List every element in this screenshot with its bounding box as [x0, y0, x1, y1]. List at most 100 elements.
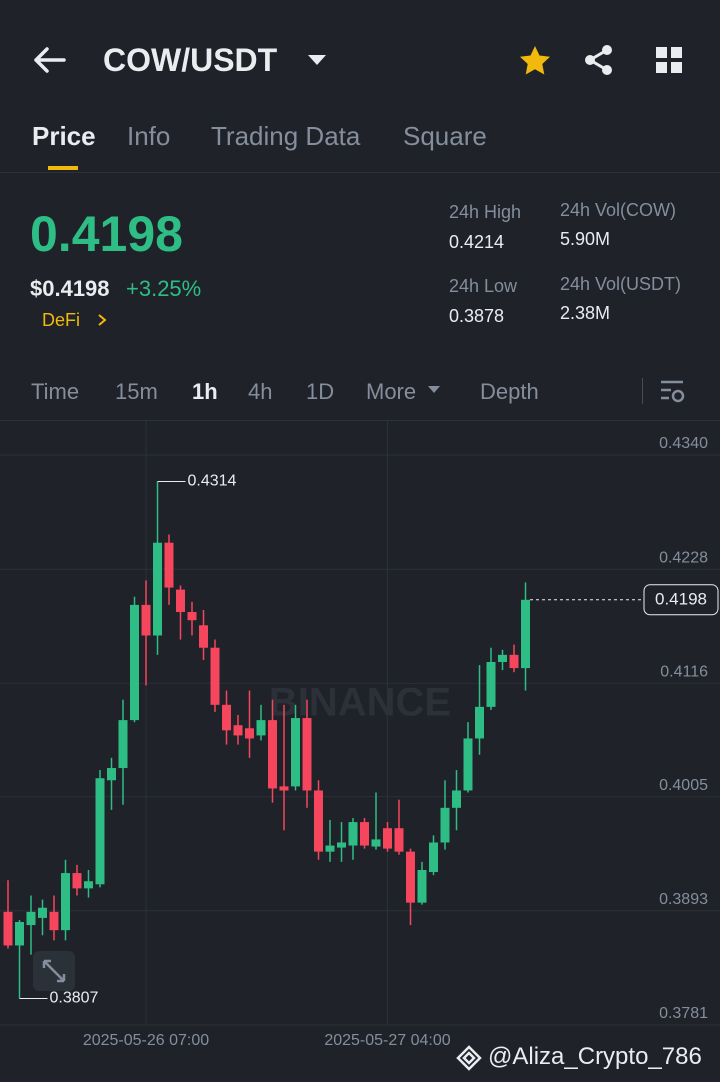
tab[interactable]: Square: [403, 121, 487, 151]
pair-dropdown[interactable]: [306, 52, 328, 68]
price-change: +3.25%: [126, 276, 202, 301]
interval[interactable]: 15m: [115, 379, 158, 404]
layout-button[interactable]: [655, 46, 685, 76]
candle-body: [498, 654, 507, 662]
expand-button[interactable]: [32, 950, 76, 992]
x-tick-label: 2025-05-27 04:00: [324, 1032, 450, 1049]
divider: [642, 378, 643, 404]
x-tick-label: 2025-05-26 07:00: [83, 1032, 209, 1049]
candle-body: [72, 873, 82, 889]
stat-value: 5.90M: [560, 229, 611, 249]
divider: [0, 420, 720, 421]
tab-indicator: [48, 166, 78, 170]
stat-value: 0.4214: [449, 232, 505, 252]
share-button[interactable]: [583, 44, 615, 76]
binance-logo: [456, 1045, 482, 1071]
candle-body: [176, 589, 185, 613]
candle-body: [360, 822, 369, 846]
candle-body: [268, 720, 277, 789]
candle-body: [417, 870, 427, 903]
interval[interactable]: 4h: [248, 379, 273, 404]
candle-body: [222, 704, 231, 731]
candle-body: [233, 725, 243, 736]
candle-body: [210, 647, 220, 705]
candle-body: [325, 845, 335, 852]
candle-body: [95, 778, 105, 885]
pair-title[interactable]: COW/USDT: [103, 42, 278, 78]
y-tick-label: 0.4116: [660, 664, 708, 681]
candle-body: [521, 599, 530, 669]
stat-label: 24h Vol(COW): [560, 200, 677, 220]
y-tick-label: 0.3781: [659, 1005, 708, 1022]
interval[interactable]: More: [366, 379, 417, 404]
candle-body: [406, 851, 415, 903]
back-button[interactable]: [32, 44, 68, 76]
candle-body: [118, 720, 128, 769]
candle-body: [130, 604, 139, 721]
min-label: 0.3807: [50, 990, 99, 1007]
stat-label: 24h Vol(USDT): [560, 274, 682, 294]
last-price-label: 0.4198: [655, 589, 707, 608]
candle-body: [141, 604, 151, 636]
tab[interactable]: Info: [127, 121, 171, 151]
candle-body: [463, 738, 473, 791]
candle-body: [26, 911, 36, 926]
user-watermark: @Aliza_Crypto_786: [488, 1043, 702, 1070]
interval[interactable]: Depth: [480, 379, 539, 404]
candle-body: [452, 790, 461, 808]
tab[interactable]: Trading Data: [211, 121, 361, 151]
candle-body: [302, 718, 312, 791]
candle-body: [348, 822, 358, 846]
candle-body: [164, 542, 174, 588]
candle-body: [314, 790, 323, 852]
last-price: 0.4198: [30, 206, 183, 262]
candle-body: [15, 922, 24, 946]
candle-body: [153, 542, 162, 636]
tag-arrow: [98, 314, 107, 326]
candle-body: [486, 661, 496, 707]
candle-body: [475, 706, 484, 739]
stat-label: 24h High: [449, 202, 522, 222]
candle-body: [187, 612, 197, 621]
stat-label: 24h Low: [449, 276, 518, 296]
candle-body: [199, 625, 208, 648]
y-tick-label: 0.4005: [659, 777, 708, 794]
y-tick-label: 0.4228: [659, 549, 708, 566]
interval[interactable]: 1h: [192, 379, 218, 404]
last-price-box: [643, 584, 719, 616]
more-caret: [428, 386, 440, 393]
interval[interactable]: Time: [31, 379, 80, 404]
divider: [0, 172, 720, 173]
candle-body: [440, 807, 450, 843]
favorite-star[interactable]: [518, 44, 552, 76]
candle-body: [394, 828, 404, 852]
y-tick-label: 0.3893: [659, 891, 708, 908]
candle-body: [245, 728, 254, 739]
chart-watermark: BINANCE: [269, 681, 451, 725]
usd-price: $0.4198: [30, 276, 110, 301]
candle-body: [107, 768, 116, 781]
candle-body: [84, 881, 93, 889]
candle-body: [371, 839, 381, 847]
candle-body: [337, 842, 346, 848]
stat-value: 2.38M: [560, 303, 611, 323]
max-label: 0.4314: [188, 473, 237, 490]
candle-body: [509, 654, 519, 669]
candle-body: [429, 842, 438, 873]
candle-body: [279, 786, 289, 791]
y-tick-label: 0.4340: [659, 435, 708, 452]
candle-body: [291, 718, 300, 787]
candle-body: [256, 720, 266, 736]
tag[interactable]: DeFi: [42, 310, 81, 330]
candle-body: [383, 828, 392, 849]
chart-settings[interactable]: [659, 379, 687, 405]
candle-body: [49, 911, 59, 931]
interval[interactable]: 1D: [306, 379, 335, 404]
stat-value: 0.3878: [449, 306, 505, 326]
tab[interactable]: Price: [32, 121, 96, 151]
candle-body: [38, 907, 47, 918]
candle-body: [3, 911, 13, 946]
candle-body: [61, 873, 70, 931]
